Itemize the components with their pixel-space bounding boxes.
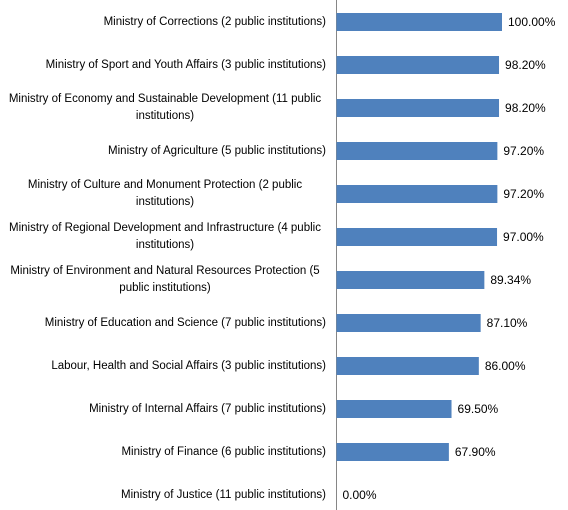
value-label-text: 97.00% bbox=[503, 230, 544, 244]
value-label: 87.10% bbox=[487, 313, 528, 333]
y-tick-label: Ministry of Culture and Monument Protect… bbox=[4, 174, 326, 214]
bar bbox=[336, 443, 449, 461]
y-tick-label: Labour, Health and Social Affairs (3 pub… bbox=[4, 346, 326, 386]
y-tick-label-text: Ministry of Regional Development and Inf… bbox=[9, 222, 321, 251]
y-tick-label-text: Ministry of Agriculture (5 public instit… bbox=[108, 144, 326, 157]
y-tick-label: Ministry of Regional Development and Inf… bbox=[4, 217, 326, 257]
value-label-text: 98.20% bbox=[505, 101, 546, 115]
value-label-text: 0.00% bbox=[342, 488, 377, 502]
bar bbox=[336, 99, 500, 117]
bar bbox=[336, 13, 502, 31]
value-label-text: 86.00% bbox=[484, 359, 526, 373]
value-label-text: 97.20% bbox=[503, 187, 545, 201]
value-label-text: 87.10% bbox=[486, 316, 528, 330]
y-tick-label-text: Ministry of Culture and Monument Protect… bbox=[27, 179, 303, 208]
value-label: 67.90% bbox=[455, 442, 496, 462]
value-label-text: 98.20% bbox=[505, 58, 546, 72]
y-tick-label-text: Ministry of Economy and Sustainable Deve… bbox=[8, 93, 322, 122]
value-label: 97.20% bbox=[503, 184, 544, 204]
y-tick-label: Ministry of Agriculture (5 public instit… bbox=[4, 131, 326, 171]
value-label-text: 97.20% bbox=[503, 144, 545, 158]
bar bbox=[336, 185, 498, 203]
bar bbox=[336, 314, 481, 332]
value-label: 0.00% bbox=[343, 485, 377, 505]
value-label-text: 89.34% bbox=[490, 273, 532, 287]
value-label-text: 69.50% bbox=[457, 402, 499, 416]
value-label: 100.00% bbox=[508, 12, 555, 32]
y-tick-label: Ministry of Corrections (2 public instit… bbox=[4, 2, 326, 42]
y-tick-label: Ministry of Internal Affairs (7 public i… bbox=[4, 389, 326, 429]
y-tick-label: Ministry of Economy and Sustainable Deve… bbox=[4, 88, 326, 128]
y-tick-label: Ministry of Justice (11 public instituti… bbox=[4, 475, 326, 510]
value-label: 97.00% bbox=[503, 227, 544, 247]
value-label: 86.00% bbox=[485, 356, 526, 376]
y-tick-label: Ministry of Education and Science (7 pub… bbox=[4, 303, 326, 343]
bar bbox=[336, 271, 485, 289]
y-tick-label: Ministry of Environment and Natural Reso… bbox=[4, 260, 326, 300]
y-tick-label-text: Labour, Health and Social Affairs (3 pub… bbox=[51, 359, 326, 372]
bar bbox=[336, 357, 479, 375]
y-tick-label-text: Ministry of Corrections (2 public instit… bbox=[103, 15, 326, 28]
bar bbox=[336, 400, 452, 418]
y-tick-label-text: Ministry of Finance (6 public institutio… bbox=[121, 445, 326, 458]
value-label-text: 100.00% bbox=[508, 15, 556, 29]
value-label: 98.20% bbox=[505, 55, 546, 75]
value-label-text: 67.90% bbox=[454, 445, 496, 459]
y-tick-label: Ministry of Finance (6 public institutio… bbox=[4, 432, 326, 472]
value-label: 97.20% bbox=[503, 141, 544, 161]
bar bbox=[336, 228, 498, 246]
value-label: 69.50% bbox=[458, 399, 499, 419]
y-tick-label: Ministry of Sport and Youth Affairs (3 p… bbox=[4, 45, 326, 85]
y-tick-label-text: Ministry of Internal Affairs (7 public i… bbox=[89, 402, 326, 415]
y-tick-label-text: Ministry of Sport and Youth Affairs (3 p… bbox=[45, 58, 326, 71]
bar bbox=[336, 142, 498, 160]
y-tick-label-text: Ministry of Education and Science (7 pub… bbox=[44, 316, 326, 329]
bar bbox=[336, 56, 500, 74]
value-label: 98.20% bbox=[505, 98, 546, 118]
y-tick-label-text: Ministry of Environment and Natural Reso… bbox=[10, 265, 320, 294]
value-label: 89.34% bbox=[490, 270, 531, 290]
y-tick-label-text: Ministry of Justice (11 public instituti… bbox=[121, 488, 326, 501]
